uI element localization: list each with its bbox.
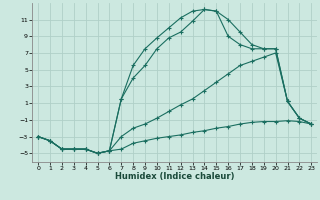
X-axis label: Humidex (Indice chaleur): Humidex (Indice chaleur)	[115, 172, 235, 181]
